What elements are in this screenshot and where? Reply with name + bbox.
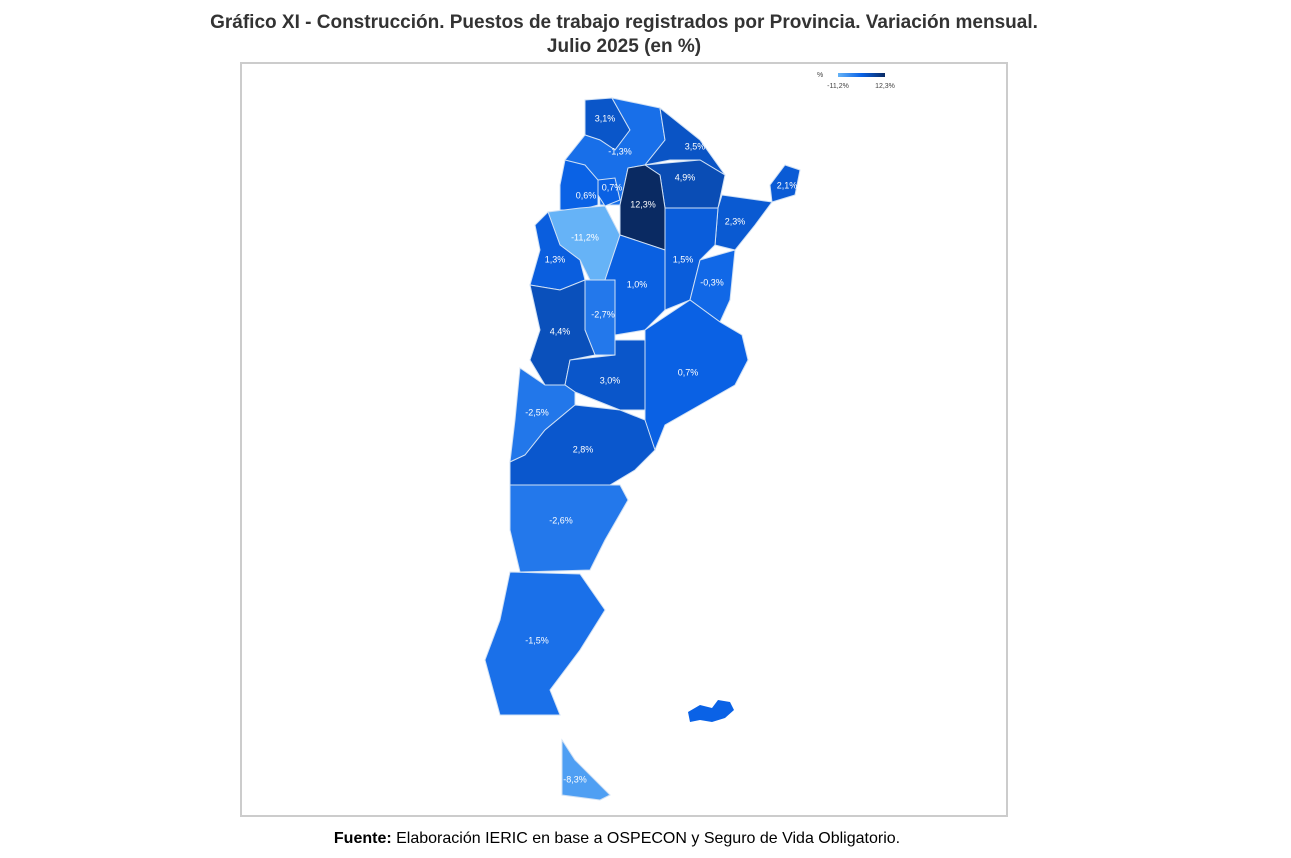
value-label: 0,6%	[576, 190, 597, 200]
value-label: -2,6%	[549, 515, 573, 525]
province	[484, 571, 606, 716]
province	[689, 249, 736, 323]
labels: 3,1% -1,3% 3,5% 4,9% 12,3% 2,1% 0,7% 0,6% -11,2%…	[525, 113, 797, 784]
chart-subtitle: Julio 2025 (en %)	[547, 36, 701, 57]
value-label: 0,7%	[602, 182, 623, 192]
value-label: 1,0%	[627, 279, 648, 289]
value-label: 12,3%	[630, 199, 656, 209]
province	[643, 106, 726, 176]
value-label: 4,4%	[550, 326, 571, 336]
regions	[484, 97, 801, 801]
province	[769, 164, 801, 203]
legend-title: %	[817, 72, 823, 79]
value-label: -1,5%	[525, 635, 549, 645]
legend-colorbar	[838, 73, 885, 77]
legend: -11,2% 12,3%	[827, 83, 895, 90]
value-label: 4,9%	[675, 172, 696, 182]
value-label: -0,3%	[700, 277, 724, 287]
source-text: Elaboración IERIC en base a OSPECON y Se…	[396, 830, 900, 847]
value-label: 3,0%	[600, 375, 621, 385]
value-label: -2,5%	[525, 407, 549, 417]
value-label: 0,7%	[678, 367, 699, 377]
value-label: -2,7%	[591, 309, 615, 319]
chart-title: Gráfico XI - Construcción. Puestos de tr…	[210, 12, 1038, 33]
legend-tick-label: 12,3%	[875, 83, 895, 90]
province	[561, 738, 611, 801]
legend-tick-label: -11,2%	[827, 83, 849, 90]
value-label: 3,5%	[685, 141, 706, 151]
value-label: 2,8%	[573, 444, 594, 454]
value-label: 1,5%	[673, 254, 694, 264]
islands	[688, 700, 734, 722]
value-label: 1,3%	[545, 254, 566, 264]
value-label: -11,2%	[571, 232, 599, 242]
value-label: 3,1%	[595, 113, 616, 123]
source: Fuente: Elaboración IERIC en base a OSPE…	[334, 830, 900, 847]
value-label: -8,3%	[563, 774, 587, 784]
province	[509, 484, 629, 573]
value-label: 2,3%	[725, 216, 746, 226]
source-label: Fuente:	[334, 830, 392, 847]
value-label: -1,3%	[608, 146, 632, 156]
value-label: 2,1%	[777, 180, 798, 190]
